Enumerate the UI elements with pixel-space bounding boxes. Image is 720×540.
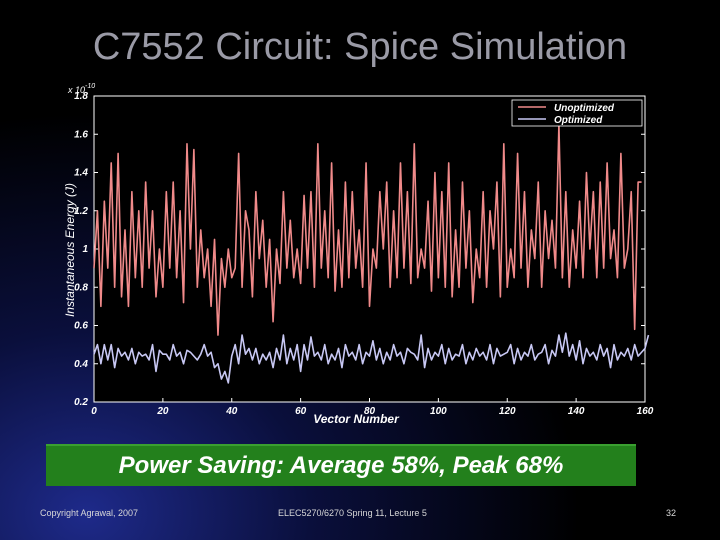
y-tick-label: 1.8 [74,91,88,102]
y-multiplier: x 10-10 [67,83,95,95]
y-tick-label: 0.6 [74,321,88,332]
legend-box [511,99,643,127]
x-axis: 0 20 40 60 80 100 120 140 160 [91,398,654,417]
x-tick-label: 160 [637,406,654,417]
slide-title: C7552 Circuit: Spice Simulation [92,26,628,68]
x-tick-label: 140 [568,406,585,417]
x-tick-label: 100 [430,406,447,417]
footer-copyright: Copyright Agrawal, 2007 [40,508,139,518]
y-tick-label: 1.6 [74,129,88,140]
legend-label-unoptimized: Unoptimized [554,103,615,114]
legend-label-optimized: Optimized [554,115,603,126]
x-tick-label: 120 [499,406,516,417]
y-tick-label: 0.4 [74,359,88,370]
legend: Unoptimized Optimized [511,99,643,127]
series-layer [93,123,650,384]
x-tick-label: 20 [156,406,169,417]
x-tick-label: 60 [295,406,307,417]
y-axis-label: Instantaneous Energy (J) [63,183,77,317]
y-axis: 0.2 0.4 0.6 0.8 1 1.2 1.4 1.6 1.8 [74,91,645,408]
x-tick-label: 40 [225,406,238,417]
power-saving-banner: Power Saving: Average 58%, Peak 68% [46,444,636,486]
y-tick-label: 0.8 [74,282,88,293]
series-line-unoptimized [93,123,642,336]
x-axis-label: Vector Number [313,412,400,426]
footer-course: ELEC5270/6270 Spring 11, Lecture 5 [278,508,427,518]
series-line-optimized [93,332,650,384]
page-number: 32 [666,508,677,518]
y-tick-label: 1.2 [74,206,88,217]
x-tick-label: 80 [364,406,376,417]
y-tick-label: 1.4 [74,168,88,179]
x-tick-label: 0 [91,406,97,417]
y-tick-label: 0.2 [74,397,88,408]
y-tick-label: 1 [82,244,88,255]
